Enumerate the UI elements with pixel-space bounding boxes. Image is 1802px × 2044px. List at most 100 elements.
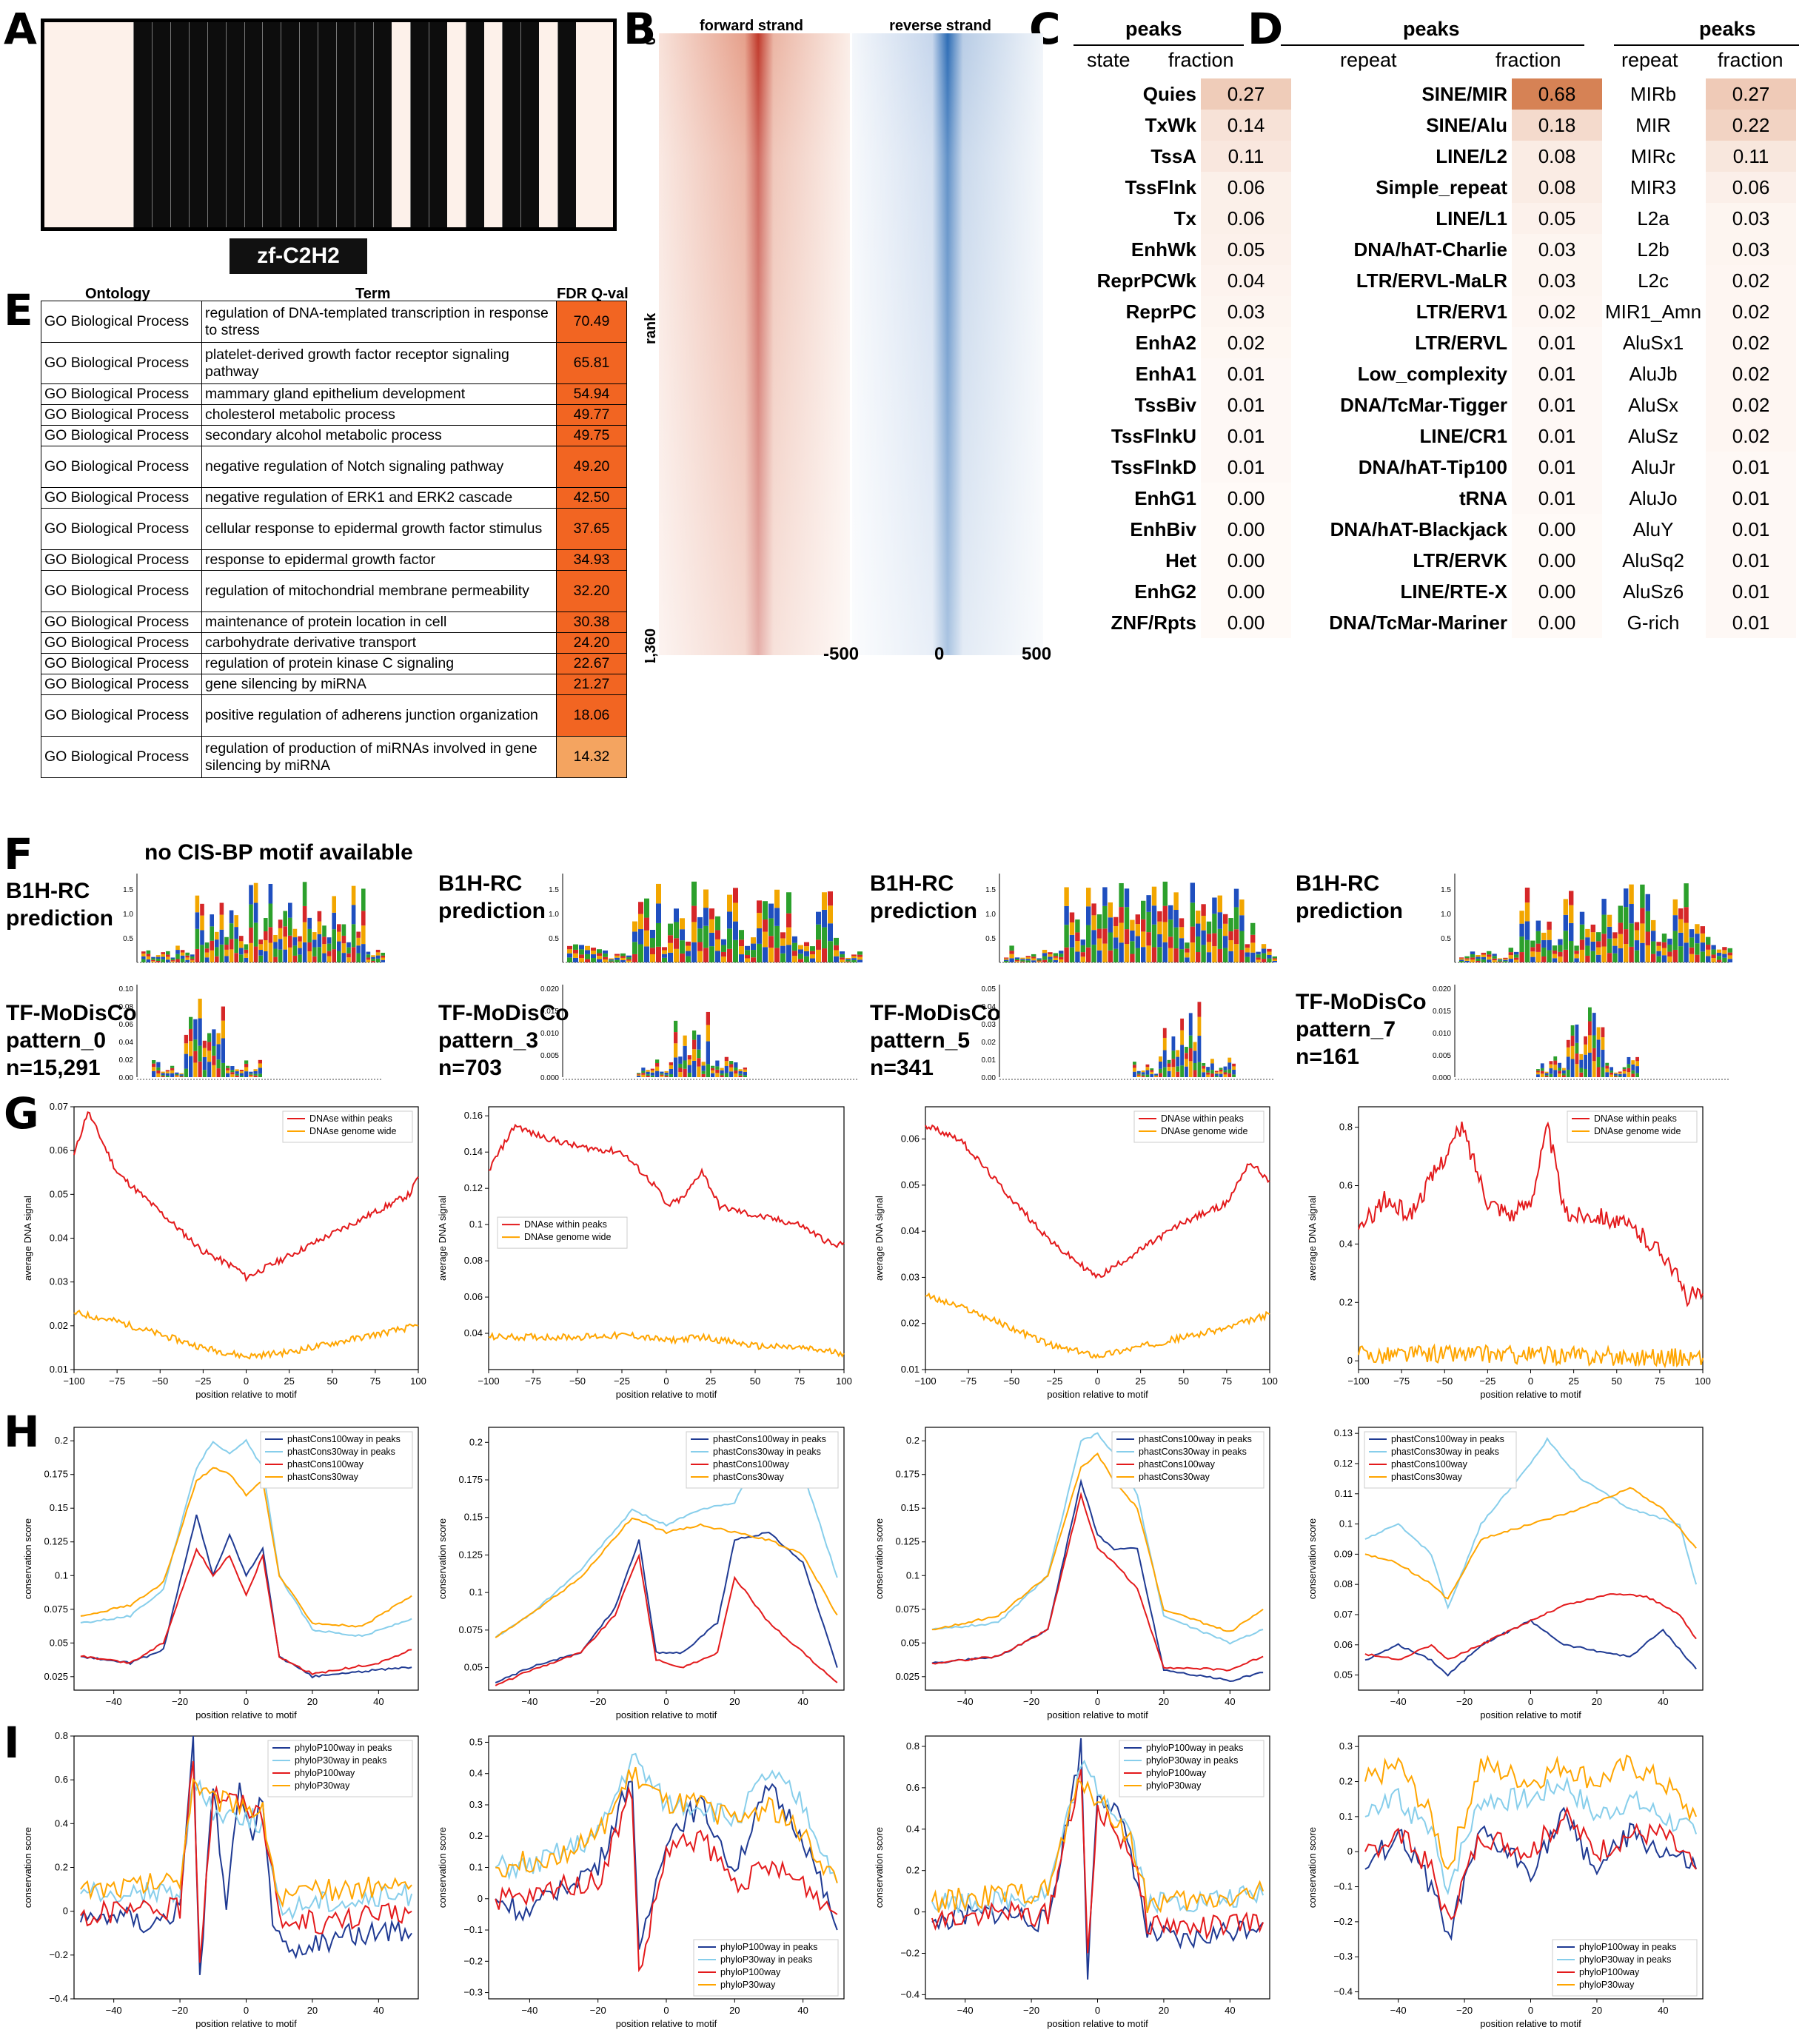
logo-letter-block xyxy=(1190,882,1195,903)
logo-letter-block xyxy=(1168,948,1173,962)
x-tick-label: −50 xyxy=(1003,1375,1019,1387)
logo-letter-block xyxy=(189,1028,193,1042)
logo-ytick: 1.5 xyxy=(1441,886,1451,894)
logo-letter-block xyxy=(249,1073,253,1075)
logo-letter-block xyxy=(351,924,356,948)
modisco-line1: TF-MoDisCo xyxy=(6,1001,137,1025)
logo-letter-block xyxy=(258,939,263,945)
logo-ytick: 0.010 xyxy=(1433,1030,1451,1038)
table-row: Simple_repeat 0.08 xyxy=(1266,172,1602,203)
logo-letter-block xyxy=(585,954,590,959)
logo-letter-block xyxy=(1590,941,1595,951)
logo-letter-block xyxy=(729,1071,734,1077)
x-tick-label: 25 xyxy=(284,1375,294,1387)
logo-letter-block xyxy=(579,949,584,955)
table-row: AluSz 0.02 xyxy=(1601,420,1797,452)
logo-letter-block xyxy=(258,1063,262,1068)
logo-letter-block xyxy=(641,1068,646,1071)
logo-letter-block xyxy=(1614,1076,1618,1077)
logo-letter-block xyxy=(1459,958,1464,960)
logo-letter-block xyxy=(738,1069,743,1071)
logo-letter-block xyxy=(229,949,234,962)
x-tick-label: 25 xyxy=(1135,1375,1145,1387)
logo-letter-block xyxy=(1080,956,1085,962)
logo-letter-block xyxy=(743,1068,747,1070)
go-fdr: 34.93 xyxy=(556,549,627,571)
logo-letter-block xyxy=(1631,1064,1635,1070)
logo-letter-block xyxy=(1133,1065,1136,1068)
logo-letter-block xyxy=(258,1073,262,1077)
b1h-label: B1H-RC prediction xyxy=(1296,870,1403,925)
logo-letter-block xyxy=(650,1072,654,1076)
x-axis-label: position relative to motif xyxy=(1480,1709,1581,1720)
logo-letter-block xyxy=(337,931,341,942)
logo-letter-block xyxy=(1146,911,1151,933)
logo-letter-block xyxy=(244,1063,249,1068)
logo-letter-block xyxy=(1159,1073,1162,1077)
logo-letter-block xyxy=(697,1066,701,1077)
logo-letter-block xyxy=(798,949,803,954)
logo-letter-block xyxy=(1601,1067,1605,1077)
legend-label: phastCons100way xyxy=(1391,1459,1468,1470)
x-tick-label: −40 xyxy=(106,2005,122,2016)
row-fraction: 0.00 xyxy=(1201,483,1291,514)
chart-I3: −40 −20 0 20 40−0.4−0.200.20.40.60.8position… xyxy=(874,1735,1270,2029)
go-term: platelet-derived growth factor receptor … xyxy=(201,342,557,384)
table-row: Tx 0.06 xyxy=(1044,203,1291,234)
go-ontology: GO Biological Process xyxy=(41,487,202,509)
logo-letter-block xyxy=(268,883,273,904)
logo-letter-block xyxy=(1031,954,1036,957)
y-tick-label: 0.01 xyxy=(50,1364,68,1375)
x-tick-label: 0 xyxy=(663,1696,669,1707)
logo-letter-block xyxy=(851,958,857,960)
logo-letter-block xyxy=(1618,1073,1622,1076)
logo-letter-block xyxy=(1678,908,1684,919)
logo-letter-block xyxy=(198,1018,202,1046)
repeat-family-table: MIRb 0.27 MIR 0.22 MIRc 0.11 MIR3 0.06 L2a 0.03 L2… xyxy=(1601,78,1797,638)
logo-letter-block xyxy=(1612,953,1618,962)
logo-letter-block xyxy=(1151,905,1157,925)
logo-letter-block xyxy=(175,1072,179,1074)
y-axis-label: conservation score xyxy=(874,1827,885,1908)
legend-label: phastCons30way in peaks xyxy=(1139,1447,1247,1457)
logo-letter-block xyxy=(1622,1073,1627,1077)
logo-letter-block xyxy=(1535,951,1541,962)
logo-letter-block xyxy=(703,948,709,962)
logo-letter-block xyxy=(757,913,762,928)
logo-letter-block xyxy=(1025,957,1031,959)
logo-letter-block xyxy=(151,959,155,962)
y-tick-label: 0.2 xyxy=(55,1435,68,1446)
y-tick-label: 0.05 xyxy=(50,1188,68,1199)
logo-letter-block xyxy=(152,1067,156,1071)
logo-letter-block xyxy=(733,888,738,903)
row-fraction: 0.03 xyxy=(1706,203,1797,234)
logo-letter-block xyxy=(229,910,234,924)
logo-letter-block xyxy=(244,1060,249,1064)
logo-letter-block xyxy=(312,932,317,940)
chart-H1: −40 −20 0 20 400.0250.050.0750.10.1250.150.1… xyxy=(22,1427,419,1720)
logo-letter-block xyxy=(1025,959,1031,961)
x-tick-label: −40 xyxy=(957,1696,974,1707)
series-line xyxy=(488,1123,845,1249)
row-name: TssFlnkD xyxy=(1111,455,1196,478)
logo-letter-block xyxy=(195,895,200,913)
x-tick-label: 75 xyxy=(1222,1375,1232,1387)
logo-letter-block xyxy=(721,956,726,962)
logo-letter-block xyxy=(686,956,691,962)
table-row: DNA/TcMar-Mariner 0.00 xyxy=(1266,607,1602,638)
logo-letter-block xyxy=(680,918,685,930)
logo-letter-block xyxy=(729,1067,734,1072)
logo-letter-block xyxy=(1508,959,1513,962)
logo-letter-block xyxy=(1607,914,1612,927)
x-tick-label: 0 xyxy=(1528,1696,1533,1707)
table-row: TssA 0.11 xyxy=(1044,141,1291,172)
logo-letter-block xyxy=(234,927,238,939)
logo-ytick: 0.02 xyxy=(982,1039,997,1047)
logo-letter-block xyxy=(792,951,797,956)
go-table-row: GO Biological Process cholesterol metabol… xyxy=(41,404,627,426)
logo-letter-block xyxy=(1053,957,1058,960)
y-axis-label: average DNA signal xyxy=(1307,1196,1318,1281)
logo-letter-block xyxy=(1080,952,1085,957)
domain-stripe xyxy=(373,22,392,227)
logo-letter-block xyxy=(1145,1070,1150,1075)
